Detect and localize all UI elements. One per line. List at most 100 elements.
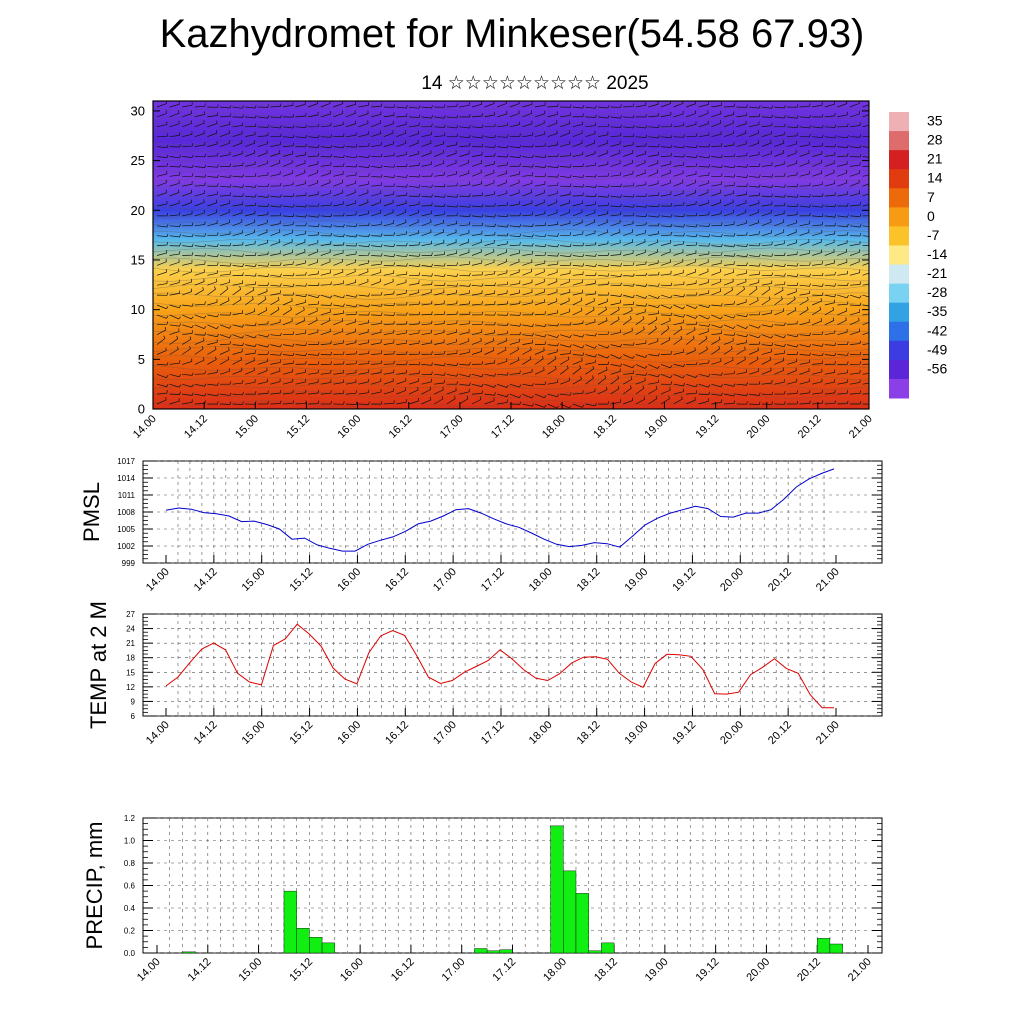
wind-barb (597, 354, 610, 359)
wind-barb (333, 201, 344, 207)
wind-barb (572, 184, 585, 188)
wind-barb (862, 332, 869, 336)
wind-barb (308, 214, 320, 218)
wind-barb (434, 263, 446, 267)
x-tick-label: 17.00 (431, 719, 459, 747)
wind-barb (345, 294, 358, 298)
wind-barb (156, 121, 168, 128)
wind-barb (723, 278, 734, 286)
wind-barb (434, 372, 446, 376)
colorbar-swatch (889, 302, 909, 323)
wind-barb (207, 104, 219, 108)
wind-barb (849, 233, 862, 237)
wind-barb (673, 293, 686, 298)
wind-barb (207, 299, 218, 306)
wind-barb (660, 395, 670, 405)
wind-barb (761, 130, 772, 138)
wind-barb (837, 259, 848, 266)
wind-barb (169, 373, 182, 378)
wind-barb (295, 400, 307, 405)
wind-barb (862, 114, 869, 118)
wind-barb (333, 144, 345, 149)
wind-barb (585, 150, 596, 157)
y-tick-label: 24 (126, 625, 135, 634)
wind-barb (207, 270, 218, 276)
wind-barb (711, 260, 722, 266)
wind-barb (749, 184, 761, 188)
wind-barb (660, 144, 673, 148)
wind-barb (421, 396, 432, 405)
wind-barb (534, 403, 547, 408)
wind-barb (257, 124, 270, 128)
wind-barb (484, 337, 495, 345)
wind-barb (585, 130, 596, 138)
wind-barb (862, 363, 869, 365)
wind-barb (345, 243, 358, 247)
wind-barb (547, 130, 558, 138)
wind-barb (749, 311, 761, 316)
wind-barb (383, 104, 396, 108)
wind-barb (383, 302, 396, 307)
wind-barb (371, 182, 383, 187)
wind-barb (635, 326, 645, 335)
wind-barb (471, 348, 482, 355)
wind-barb (547, 190, 558, 197)
wind-barb (156, 250, 168, 256)
wind-barb (232, 286, 242, 296)
wind-barb (497, 162, 508, 167)
wind-barb (723, 182, 735, 187)
wind-barb (497, 372, 509, 376)
wind-barb (534, 278, 545, 286)
wind-barb (497, 301, 509, 306)
wind-barb (786, 229, 797, 237)
wind-barb (673, 281, 685, 286)
wind-barb (547, 233, 559, 237)
wind-barb (622, 385, 632, 395)
wind-barb (774, 210, 785, 217)
wind-barb (459, 311, 471, 316)
wind-barb (396, 113, 408, 118)
wind-barb (824, 101, 835, 108)
wind-barb (547, 323, 560, 327)
wind-barb (471, 290, 483, 296)
wind-barb (446, 362, 459, 366)
wind-barb (560, 112, 571, 118)
wind-barb (257, 251, 269, 256)
wind-barb (232, 272, 244, 276)
wind-barb (623, 204, 635, 208)
wind-barb (698, 304, 711, 309)
wind-barb (723, 153, 736, 158)
wind-barb (673, 314, 686, 318)
wind-barb (660, 373, 673, 379)
wind-barb (459, 125, 471, 129)
wind-barb (534, 347, 545, 355)
wind-barb (497, 346, 507, 355)
wind-barb (358, 304, 371, 308)
wind-barb (358, 319, 369, 326)
wind-barb (207, 130, 218, 138)
wind-barb (484, 329, 496, 336)
wind-barb (509, 258, 520, 266)
wind-barb (408, 289, 420, 296)
wind-barb (459, 204, 471, 208)
wind-barb (698, 268, 709, 276)
wind-barb (219, 324, 232, 329)
wind-barb (497, 224, 509, 228)
wind-barb (824, 330, 836, 336)
wind-barb (623, 283, 635, 287)
wind-barb (358, 199, 369, 207)
wind-barb (597, 105, 610, 109)
wind-barb (295, 101, 306, 108)
wind-barb (660, 282, 673, 286)
wind-barb (509, 163, 521, 167)
wind-barb (257, 229, 268, 237)
wind-barb (635, 272, 648, 277)
wind-barb (572, 297, 583, 306)
wind-barb (749, 113, 761, 118)
wind-barb (358, 164, 371, 168)
wind-barb (345, 180, 356, 187)
wind-barb (862, 373, 869, 375)
wind-barb (522, 101, 533, 108)
contour-line (153, 382, 869, 390)
